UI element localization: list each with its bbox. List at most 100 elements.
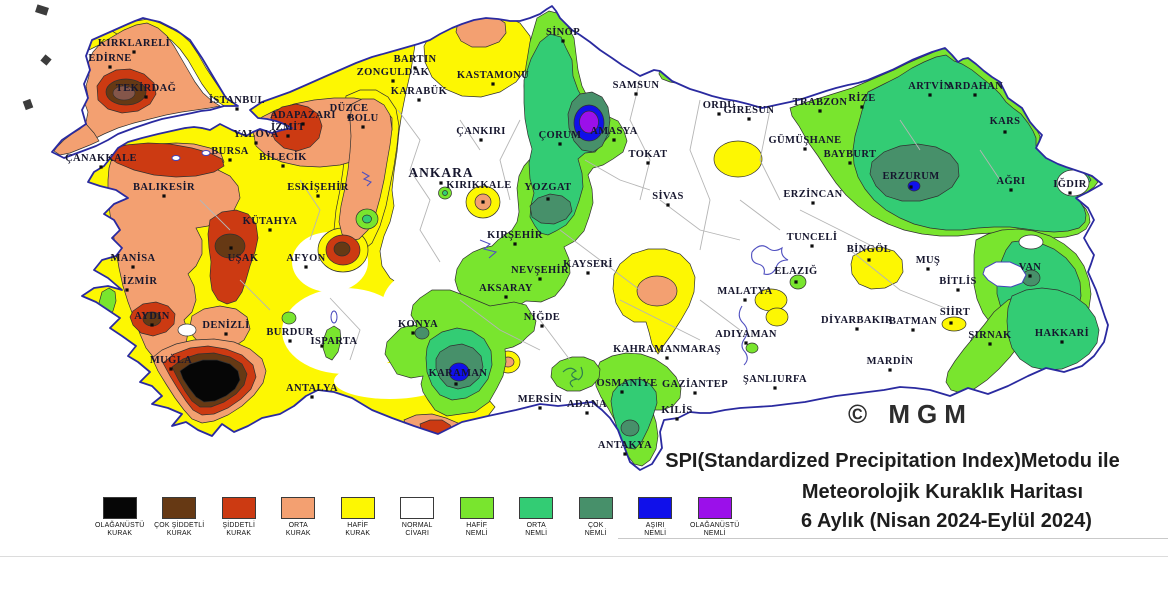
city-dot: [99, 165, 103, 169]
city-label: KIRKLARELİ: [98, 37, 170, 49]
city-dot: [310, 395, 314, 399]
city-label: AMASYA: [590, 126, 638, 137]
city-dot: [860, 105, 864, 109]
city-label: DÜZCE: [330, 101, 369, 114]
city-label: BİTLİS: [939, 275, 976, 287]
city-label: GİRESUN: [724, 104, 775, 116]
map-shape: [869, 143, 960, 202]
legend-swatch-cok_nemli: [578, 497, 613, 519]
city-dot: [867, 258, 871, 262]
city-dot: [620, 390, 624, 394]
legend-label: NORMAL CİVARI: [401, 522, 433, 538]
map-shape: [282, 288, 408, 374]
legend-item-orta_kurak: ORTA KURAK: [269, 497, 329, 539]
city-dot: [666, 203, 670, 207]
city-dot: [634, 92, 638, 96]
city-label: NEVŞEHİR: [511, 264, 569, 276]
city-dot: [888, 368, 892, 372]
city-label: İZMİR: [123, 275, 158, 287]
city-dot: [1009, 188, 1013, 192]
map-shape: [523, 33, 610, 236]
city-dot: [546, 197, 550, 201]
city-label: KIRŞEHİR: [487, 229, 543, 241]
lake-egirdir: [330, 310, 338, 324]
city-dot: [717, 112, 721, 116]
city-dot: [744, 341, 748, 345]
legend-label: OLAĞANÜSTÜ NEMLİ: [690, 522, 740, 538]
legend-swatch-olaganustu_nemli: [697, 497, 732, 519]
city-dot: [538, 406, 542, 410]
legend-label: AŞIRI NEMLİ: [644, 522, 667, 538]
map-shape: [789, 274, 807, 290]
city-label: MERSİN: [518, 393, 562, 405]
city-dot: [479, 138, 483, 142]
legend-swatch-siddetli_kurak: [221, 497, 256, 519]
city-label: TEKİRDAĞ: [116, 81, 176, 94]
city-dot: [803, 147, 807, 151]
map-shape: [179, 359, 241, 403]
city-label: UŞAK: [228, 253, 259, 264]
city-label: MANİSA: [111, 252, 156, 264]
city-label: GAZİANTEP: [662, 378, 728, 390]
city-label: RİZE: [848, 92, 875, 104]
city-label: DİYARBAKIR: [821, 314, 893, 326]
city-dot: [391, 79, 395, 83]
city-label: ADIYAMAN: [715, 329, 777, 340]
keban-reservoir: [751, 245, 789, 275]
city-label: KÜTAHYA: [243, 214, 298, 227]
city-dot: [491, 82, 495, 86]
city-label: YOZGAT: [524, 182, 571, 193]
euphrates-river: [738, 305, 748, 366]
city-label: ELAZIĞ: [774, 264, 817, 277]
mgm-copyright: © MGM: [848, 399, 973, 429]
city-label: KARS: [990, 116, 1021, 127]
map-shape: [579, 110, 599, 134]
map-shape: [414, 326, 430, 340]
city-label: ESKİŞEHİR: [287, 181, 348, 193]
map-shape: [745, 342, 759, 354]
city-label: BURDUR: [266, 327, 313, 338]
city-dot: [909, 185, 913, 189]
city-label: AĞRI: [996, 174, 1025, 187]
city-label: ANKARA: [408, 165, 473, 180]
city-dot: [538, 277, 542, 281]
city-dot: [586, 271, 590, 275]
map-shape: [620, 419, 640, 437]
map-shape: [1018, 234, 1044, 250]
city-label: GÜMÜŞHANE: [768, 133, 841, 146]
city-dot: [1060, 340, 1064, 344]
city-dot: [743, 298, 747, 302]
city-dot: [288, 339, 292, 343]
map-shape: [850, 246, 904, 290]
city-label: AKSARAY: [479, 283, 533, 294]
city-label: ERZURUM: [882, 171, 939, 182]
city-dot: [301, 122, 305, 126]
city-label: ÇANKIRI: [456, 126, 505, 137]
lake-ulubat: [171, 155, 181, 161]
city-label: MUĞLA: [150, 353, 192, 366]
city-label: BURSA: [211, 146, 249, 157]
legend-item-olaganustu_nemli: OLAĞANÜSTÜ NEMLİ: [685, 497, 745, 539]
city-dot: [268, 228, 272, 232]
city-dot: [513, 242, 517, 246]
map-shape: [765, 307, 789, 327]
city-dot: [773, 386, 777, 390]
city-label: KAYSERİ: [563, 258, 613, 270]
city-dot: [623, 452, 627, 456]
city-dot: [162, 194, 166, 198]
map-shape: [442, 190, 448, 196]
city-dot: [747, 117, 751, 121]
ankara-lake-mark: [361, 171, 372, 187]
city-label: ERZİNCAN: [783, 188, 842, 200]
map-shape: [322, 325, 342, 361]
city-label: KAHRAMANMARAŞ: [613, 344, 721, 355]
city-dot: [235, 107, 239, 111]
city-dot: [818, 109, 822, 113]
city-label: ANTAKYA: [598, 440, 652, 451]
city-dot: [693, 391, 697, 395]
city-label: NİĞDE: [524, 310, 560, 323]
city-dot: [229, 246, 233, 250]
legend-swatch-cok_siddetli_kurak: [162, 497, 197, 519]
city-label: SİNOP: [546, 26, 580, 38]
